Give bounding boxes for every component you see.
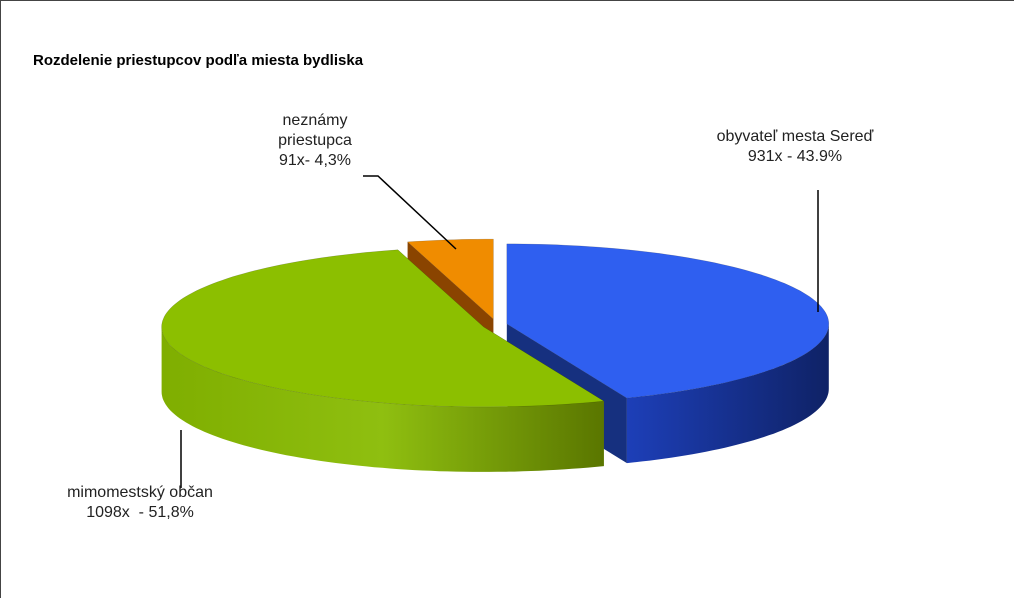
pie <box>161 238 830 472</box>
value-label: 1098x - 51,8% <box>86 504 194 521</box>
data-label: obyvateľ mesta Sereď 931x - 43.9% <box>715 127 875 167</box>
category-label: neznámy priestupca <box>278 112 352 149</box>
category-label: mimomestský občan <box>67 484 213 501</box>
data-label: neznámy priestupca 91x- 4,3% <box>255 111 375 171</box>
slice-wall <box>161 326 604 472</box>
value-label: 931x - 43.9% <box>747 148 843 165</box>
category-label: obyvateľ mesta Sereď <box>716 128 874 145</box>
slice <box>406 238 494 320</box>
value-label: 91x- 4,3% <box>278 152 352 169</box>
chart-title: Rozdelenie priestupcov podľa miesta bydl… <box>33 52 364 69</box>
slice <box>161 249 605 408</box>
data-label: mimomestský občan 1098x - 51,8% <box>55 483 225 523</box>
slice-wall <box>626 323 829 464</box>
slice <box>506 243 830 399</box>
leader-line <box>363 175 457 250</box>
